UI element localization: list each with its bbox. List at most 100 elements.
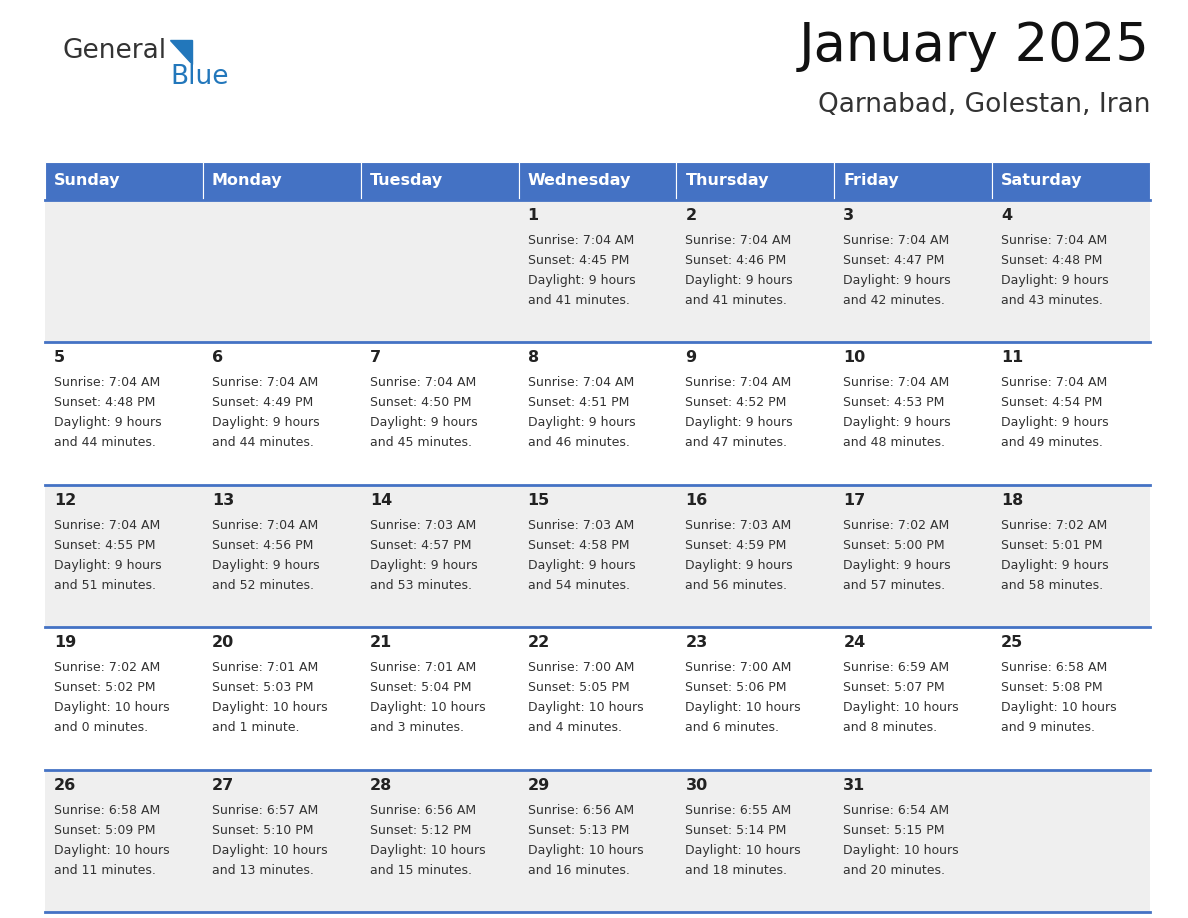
FancyBboxPatch shape (45, 627, 203, 769)
FancyBboxPatch shape (203, 342, 361, 485)
Text: and 20 minutes.: and 20 minutes. (843, 864, 946, 877)
FancyBboxPatch shape (361, 200, 519, 342)
FancyBboxPatch shape (992, 200, 1150, 342)
Text: Sunrise: 7:02 AM: Sunrise: 7:02 AM (843, 519, 949, 532)
Text: Sunset: 5:05 PM: Sunset: 5:05 PM (527, 681, 630, 694)
FancyBboxPatch shape (361, 342, 519, 485)
FancyBboxPatch shape (203, 769, 361, 912)
Text: Sunset: 5:09 PM: Sunset: 5:09 PM (53, 823, 156, 836)
Text: and 54 minutes.: and 54 minutes. (527, 579, 630, 592)
Text: Sunrise: 7:04 AM: Sunrise: 7:04 AM (211, 376, 318, 389)
Text: Sunset: 5:14 PM: Sunset: 5:14 PM (685, 823, 786, 836)
Text: Sunrise: 6:59 AM: Sunrise: 6:59 AM (843, 661, 949, 674)
Text: January 2025: January 2025 (800, 20, 1150, 72)
Text: Sunset: 4:45 PM: Sunset: 4:45 PM (527, 254, 628, 267)
Text: and 49 minutes.: and 49 minutes. (1001, 436, 1102, 450)
Text: Sunrise: 7:04 AM: Sunrise: 7:04 AM (369, 376, 476, 389)
Text: 11: 11 (1001, 351, 1023, 365)
FancyBboxPatch shape (834, 627, 992, 769)
Text: 2: 2 (685, 208, 696, 223)
Text: Sunset: 5:02 PM: Sunset: 5:02 PM (53, 681, 156, 694)
Text: 7: 7 (369, 351, 381, 365)
Text: Sunset: 5:08 PM: Sunset: 5:08 PM (1001, 681, 1102, 694)
Text: Daylight: 10 hours: Daylight: 10 hours (527, 701, 643, 714)
Text: and 15 minutes.: and 15 minutes. (369, 864, 472, 877)
FancyBboxPatch shape (992, 769, 1150, 912)
Text: Daylight: 9 hours: Daylight: 9 hours (1001, 417, 1108, 430)
Text: 26: 26 (53, 778, 76, 792)
Text: Daylight: 10 hours: Daylight: 10 hours (369, 844, 486, 856)
FancyBboxPatch shape (519, 162, 676, 200)
Text: and 58 minutes.: and 58 minutes. (1001, 579, 1104, 592)
Text: Daylight: 9 hours: Daylight: 9 hours (527, 274, 636, 287)
Text: Sunrise: 7:03 AM: Sunrise: 7:03 AM (527, 519, 634, 532)
Text: Daylight: 9 hours: Daylight: 9 hours (685, 274, 794, 287)
FancyBboxPatch shape (361, 769, 519, 912)
FancyBboxPatch shape (361, 162, 519, 200)
FancyBboxPatch shape (519, 200, 676, 342)
Text: 14: 14 (369, 493, 392, 508)
Text: Sunset: 5:07 PM: Sunset: 5:07 PM (843, 681, 944, 694)
Text: Sunrise: 6:56 AM: Sunrise: 6:56 AM (527, 803, 633, 817)
FancyBboxPatch shape (519, 485, 676, 627)
Text: and 43 minutes.: and 43 minutes. (1001, 294, 1102, 307)
Text: Sunrise: 7:04 AM: Sunrise: 7:04 AM (211, 519, 318, 532)
Text: Sunset: 4:49 PM: Sunset: 4:49 PM (211, 397, 314, 409)
Text: 19: 19 (53, 635, 76, 650)
Text: Sunset: 4:50 PM: Sunset: 4:50 PM (369, 397, 472, 409)
Text: 9: 9 (685, 351, 696, 365)
Text: Sunset: 4:54 PM: Sunset: 4:54 PM (1001, 397, 1102, 409)
Text: Sunset: 4:55 PM: Sunset: 4:55 PM (53, 539, 156, 552)
FancyBboxPatch shape (992, 342, 1150, 485)
Text: Daylight: 9 hours: Daylight: 9 hours (843, 417, 950, 430)
Text: Daylight: 9 hours: Daylight: 9 hours (211, 559, 320, 572)
Text: General: General (62, 38, 166, 64)
Text: Sunrise: 6:58 AM: Sunrise: 6:58 AM (1001, 661, 1107, 674)
Text: Sunset: 4:53 PM: Sunset: 4:53 PM (843, 397, 944, 409)
Text: Daylight: 9 hours: Daylight: 9 hours (1001, 274, 1108, 287)
FancyBboxPatch shape (992, 485, 1150, 627)
Text: Sunset: 5:15 PM: Sunset: 5:15 PM (843, 823, 944, 836)
Text: and 47 minutes.: and 47 minutes. (685, 436, 788, 450)
Text: 17: 17 (843, 493, 866, 508)
FancyBboxPatch shape (203, 200, 361, 342)
Text: Daylight: 9 hours: Daylight: 9 hours (843, 274, 950, 287)
Text: Daylight: 10 hours: Daylight: 10 hours (843, 701, 959, 714)
FancyBboxPatch shape (834, 342, 992, 485)
FancyBboxPatch shape (519, 769, 676, 912)
Text: and 6 minutes.: and 6 minutes. (685, 722, 779, 734)
Text: Daylight: 9 hours: Daylight: 9 hours (527, 417, 636, 430)
Text: Sunrise: 7:04 AM: Sunrise: 7:04 AM (527, 376, 634, 389)
Text: Sunset: 5:04 PM: Sunset: 5:04 PM (369, 681, 472, 694)
Text: 23: 23 (685, 635, 708, 650)
Text: Sunday: Sunday (53, 174, 120, 188)
Text: Daylight: 9 hours: Daylight: 9 hours (53, 559, 162, 572)
Text: Sunset: 5:06 PM: Sunset: 5:06 PM (685, 681, 786, 694)
Text: 29: 29 (527, 778, 550, 792)
Text: Sunset: 4:48 PM: Sunset: 4:48 PM (1001, 254, 1102, 267)
Text: Sunrise: 7:03 AM: Sunrise: 7:03 AM (685, 519, 791, 532)
Text: and 56 minutes.: and 56 minutes. (685, 579, 788, 592)
Text: Daylight: 9 hours: Daylight: 9 hours (685, 417, 794, 430)
Text: Sunset: 4:51 PM: Sunset: 4:51 PM (527, 397, 628, 409)
Text: Sunrise: 7:04 AM: Sunrise: 7:04 AM (685, 376, 791, 389)
Text: Sunrise: 7:00 AM: Sunrise: 7:00 AM (685, 661, 792, 674)
Text: Sunrise: 7:04 AM: Sunrise: 7:04 AM (1001, 234, 1107, 247)
Text: and 45 minutes.: and 45 minutes. (369, 436, 472, 450)
FancyBboxPatch shape (203, 627, 361, 769)
Text: Sunset: 4:52 PM: Sunset: 4:52 PM (685, 397, 786, 409)
Text: 15: 15 (527, 493, 550, 508)
Text: Sunrise: 7:02 AM: Sunrise: 7:02 AM (53, 661, 160, 674)
Text: and 3 minutes.: and 3 minutes. (369, 722, 463, 734)
Text: Saturday: Saturday (1001, 174, 1082, 188)
Text: Daylight: 10 hours: Daylight: 10 hours (53, 844, 170, 856)
Text: and 18 minutes.: and 18 minutes. (685, 864, 788, 877)
Text: 6: 6 (211, 351, 223, 365)
FancyBboxPatch shape (676, 627, 834, 769)
FancyBboxPatch shape (45, 485, 203, 627)
Text: 28: 28 (369, 778, 392, 792)
Text: Daylight: 10 hours: Daylight: 10 hours (1001, 701, 1117, 714)
Text: 27: 27 (211, 778, 234, 792)
Text: 31: 31 (843, 778, 866, 792)
FancyBboxPatch shape (361, 627, 519, 769)
